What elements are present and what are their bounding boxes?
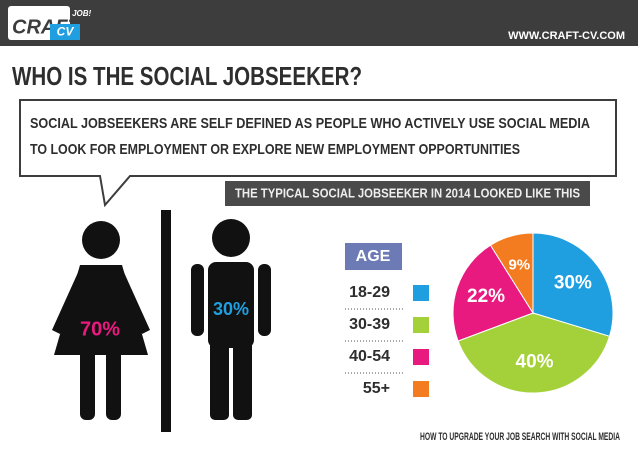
banner: THE TYPICAL SOCIAL JOBSEEKER IN 2014 LOO…	[235, 185, 580, 200]
legend-label: 40-54	[349, 348, 390, 365]
legend-swatch	[413, 349, 429, 365]
pie-slice	[452, 244, 534, 342]
male-share: 30%	[213, 299, 249, 319]
title: WHO IS THE SOCIAL JOBSEEKER?	[12, 61, 362, 91]
female-share: 70%	[80, 318, 120, 340]
logo-suffix: CV	[57, 25, 75, 39]
header-bar	[0, 0, 638, 46]
pie-label: 9%	[508, 256, 530, 273]
callout-line: SOCIAL JOBSEEKERS ARE SELF DEFINED AS PE…	[30, 115, 590, 132]
legend-label: 30-39	[349, 316, 390, 333]
female-figure	[52, 221, 150, 420]
pie-label: 40%	[516, 352, 554, 373]
pie-label: 22%	[467, 286, 505, 307]
legend-label: 55+	[363, 380, 390, 397]
url: WWW.CRAFT-CV.COM	[508, 30, 625, 42]
legend-swatch	[413, 285, 429, 301]
pie-slice	[532, 232, 614, 337]
pie-slice	[489, 232, 534, 315]
legend-swatch	[413, 317, 429, 333]
pie-slice	[457, 312, 611, 394]
legend-title: AGE	[356, 248, 391, 265]
callout-line: TO LOOK FOR EMPLOYMENT OR EXPLORE NEW EM…	[30, 141, 520, 158]
banner-box	[225, 181, 590, 206]
pie-label: 30%	[554, 272, 592, 293]
callout-box	[19, 99, 617, 208]
legend-swatch	[413, 381, 429, 397]
legend-label: 18-29	[349, 284, 390, 301]
footer: HOW TO UPGRADE YOUR JOB SEARCH WITH SOCI…	[420, 431, 620, 443]
logo-suffix-box	[50, 24, 80, 40]
logo-tagline: GET A JOB!	[46, 9, 92, 18]
male-figure	[191, 219, 271, 420]
divider	[161, 210, 171, 432]
legend-title-box	[345, 243, 402, 270]
